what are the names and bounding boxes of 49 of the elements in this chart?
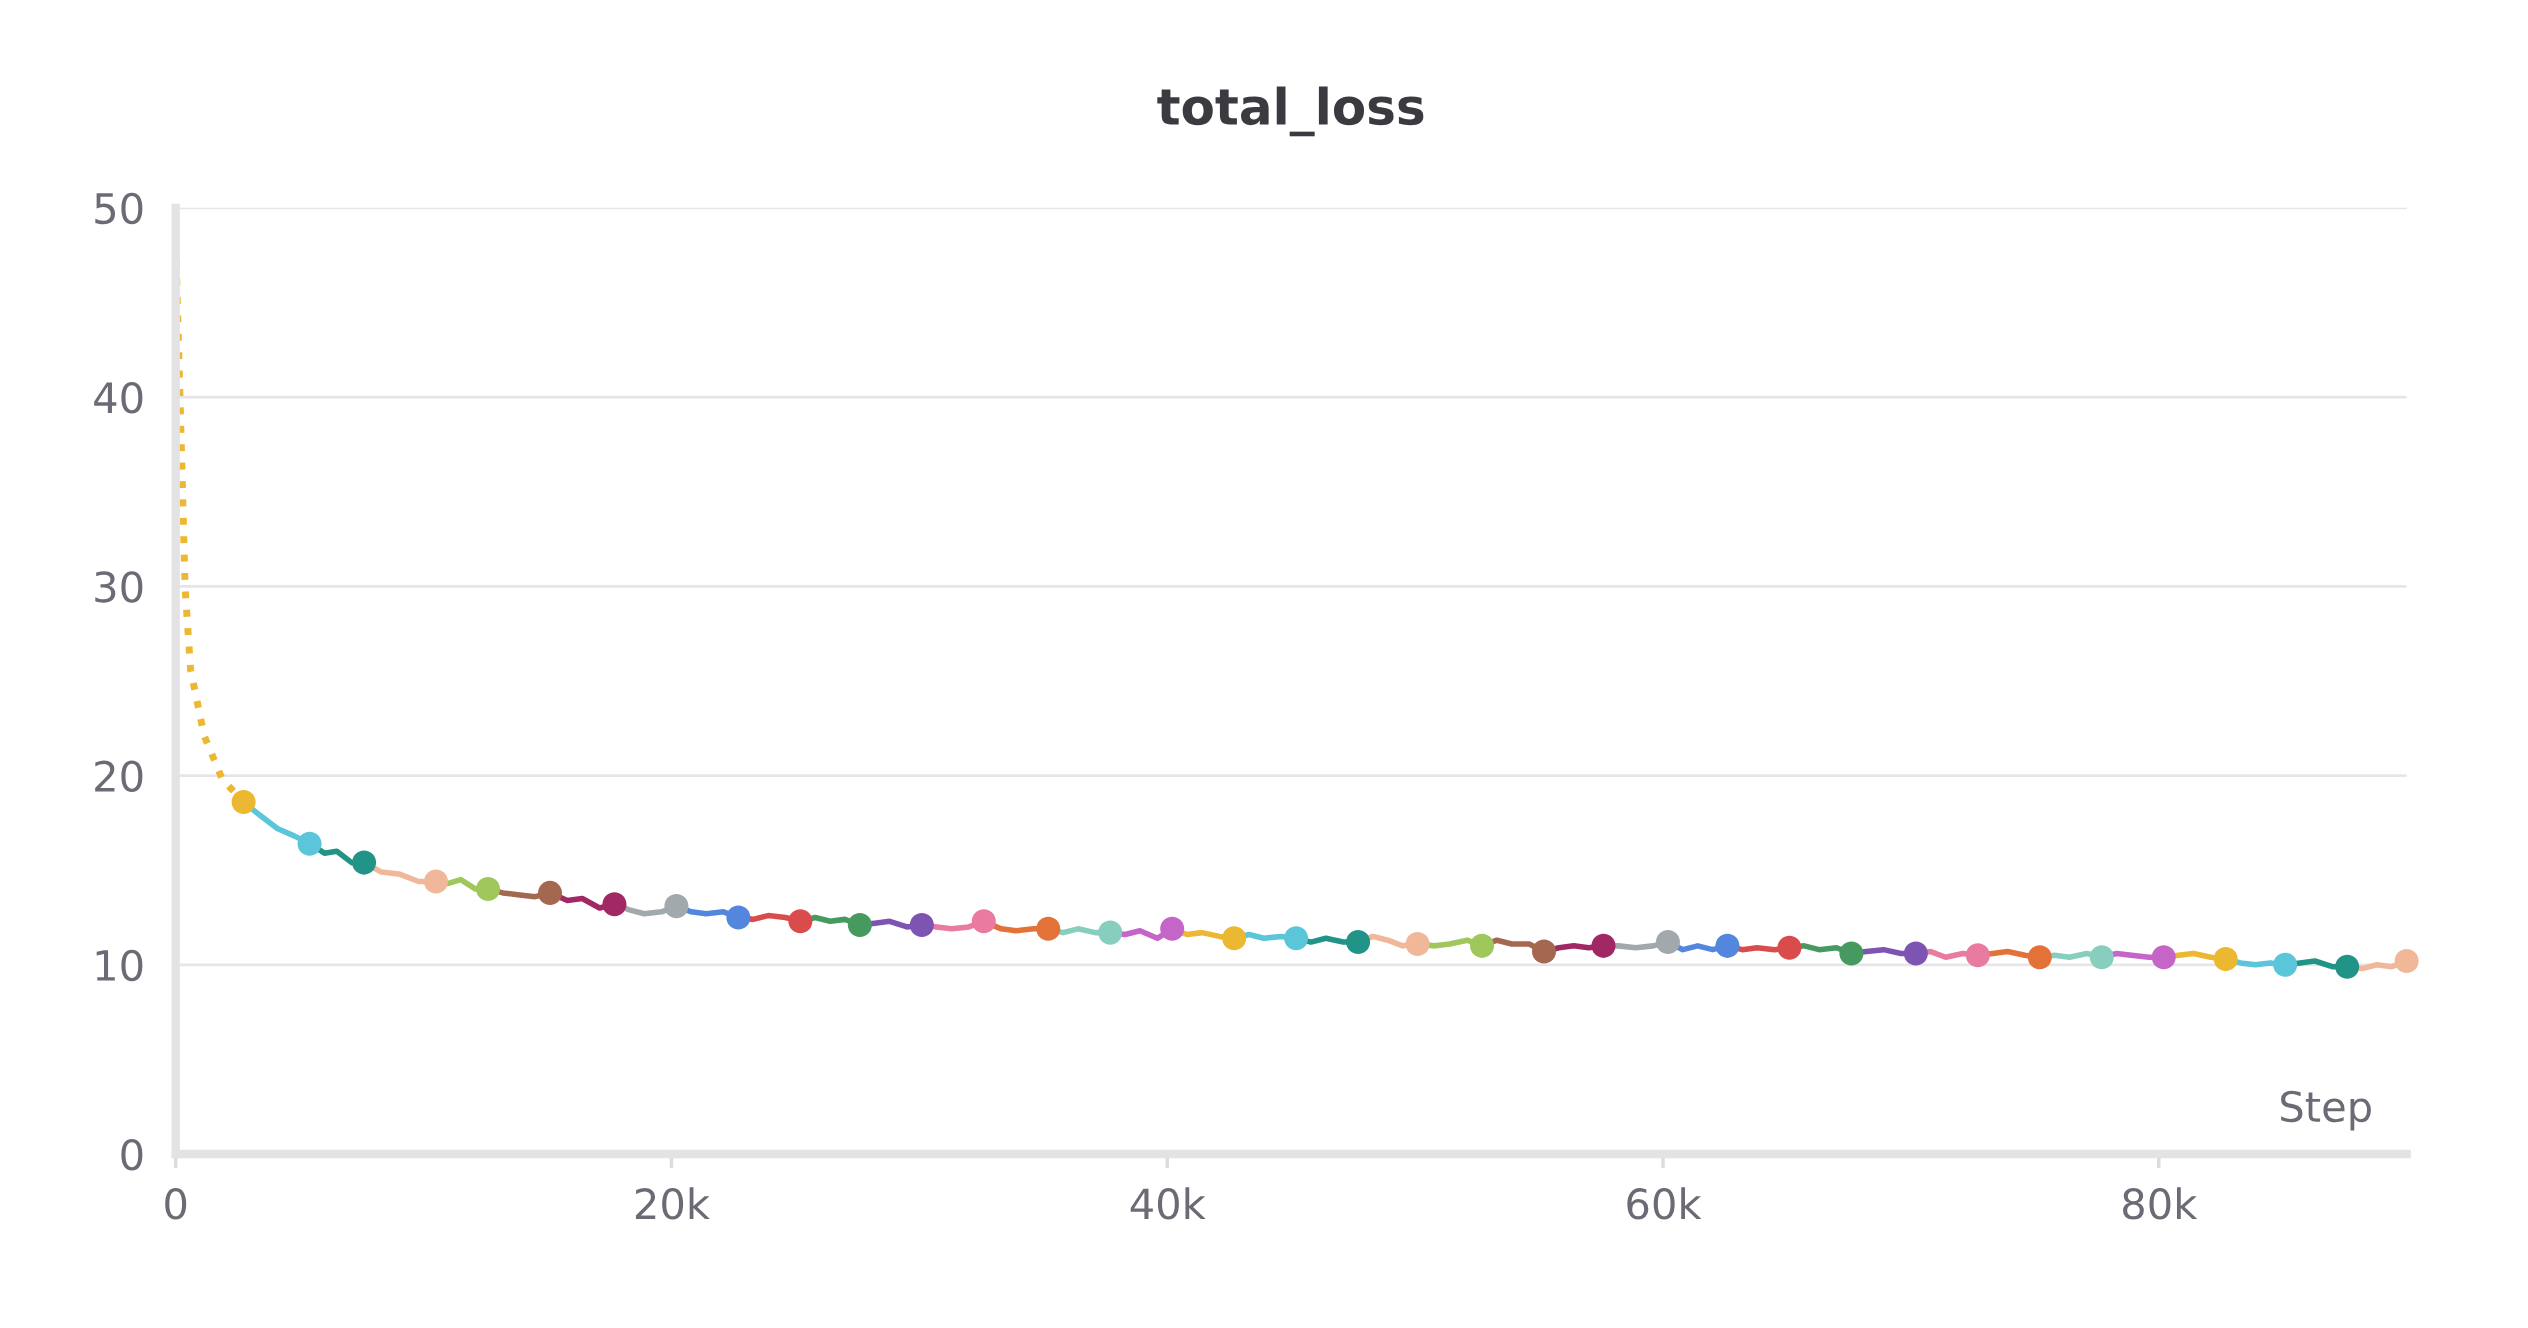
point	[1839, 941, 1864, 966]
y-tick-label: 20	[95, 760, 143, 792]
y-tick-label: 0	[121, 1138, 143, 1171]
point	[1346, 930, 1371, 955]
point	[1903, 941, 1928, 966]
point	[847, 913, 872, 938]
point	[2027, 945, 2052, 970]
point	[1405, 931, 1430, 956]
point	[1591, 933, 1616, 958]
point	[1715, 933, 1740, 958]
y-tick-label: 10	[96, 949, 143, 982]
point	[2335, 954, 2360, 979]
point	[2213, 947, 2238, 972]
point	[971, 909, 996, 934]
point	[1470, 933, 1495, 958]
point	[297, 831, 322, 856]
point	[476, 877, 501, 902]
point	[2089, 945, 2114, 970]
point	[352, 850, 377, 875]
point	[1531, 939, 1557, 964]
point	[1160, 916, 1185, 941]
point	[2394, 948, 2419, 974]
point	[664, 894, 689, 919]
x-tick-label: 80k	[2123, 1187, 2198, 1220]
point	[231, 790, 256, 815]
y-tick-label: 40	[94, 381, 143, 414]
point	[2273, 952, 2298, 977]
point	[1777, 935, 1802, 960]
point	[1284, 926, 1309, 951]
y-tick-label: 30	[95, 571, 143, 603]
point	[909, 913, 934, 938]
y-tick-label: 50	[95, 192, 143, 225]
point	[423, 869, 448, 894]
point	[1222, 926, 1247, 951]
x-tick-label: 40k	[1130, 1187, 1206, 1220]
x-axis-title: Step	[2281, 1090, 2371, 1131]
point	[602, 892, 627, 917]
point	[726, 905, 751, 930]
point	[1036, 916, 1061, 941]
point	[537, 880, 563, 905]
point	[788, 909, 813, 934]
x-tick-label: 0	[165, 1188, 187, 1220]
point	[1098, 920, 1123, 945]
point	[1965, 943, 1990, 968]
chart-title: total_loss	[1157, 86, 1424, 137]
x-tick-label: 20k	[635, 1187, 710, 1220]
x-tick-label: 60k	[1627, 1187, 1702, 1220]
point	[1655, 930, 1680, 955]
point	[2151, 945, 2176, 970]
